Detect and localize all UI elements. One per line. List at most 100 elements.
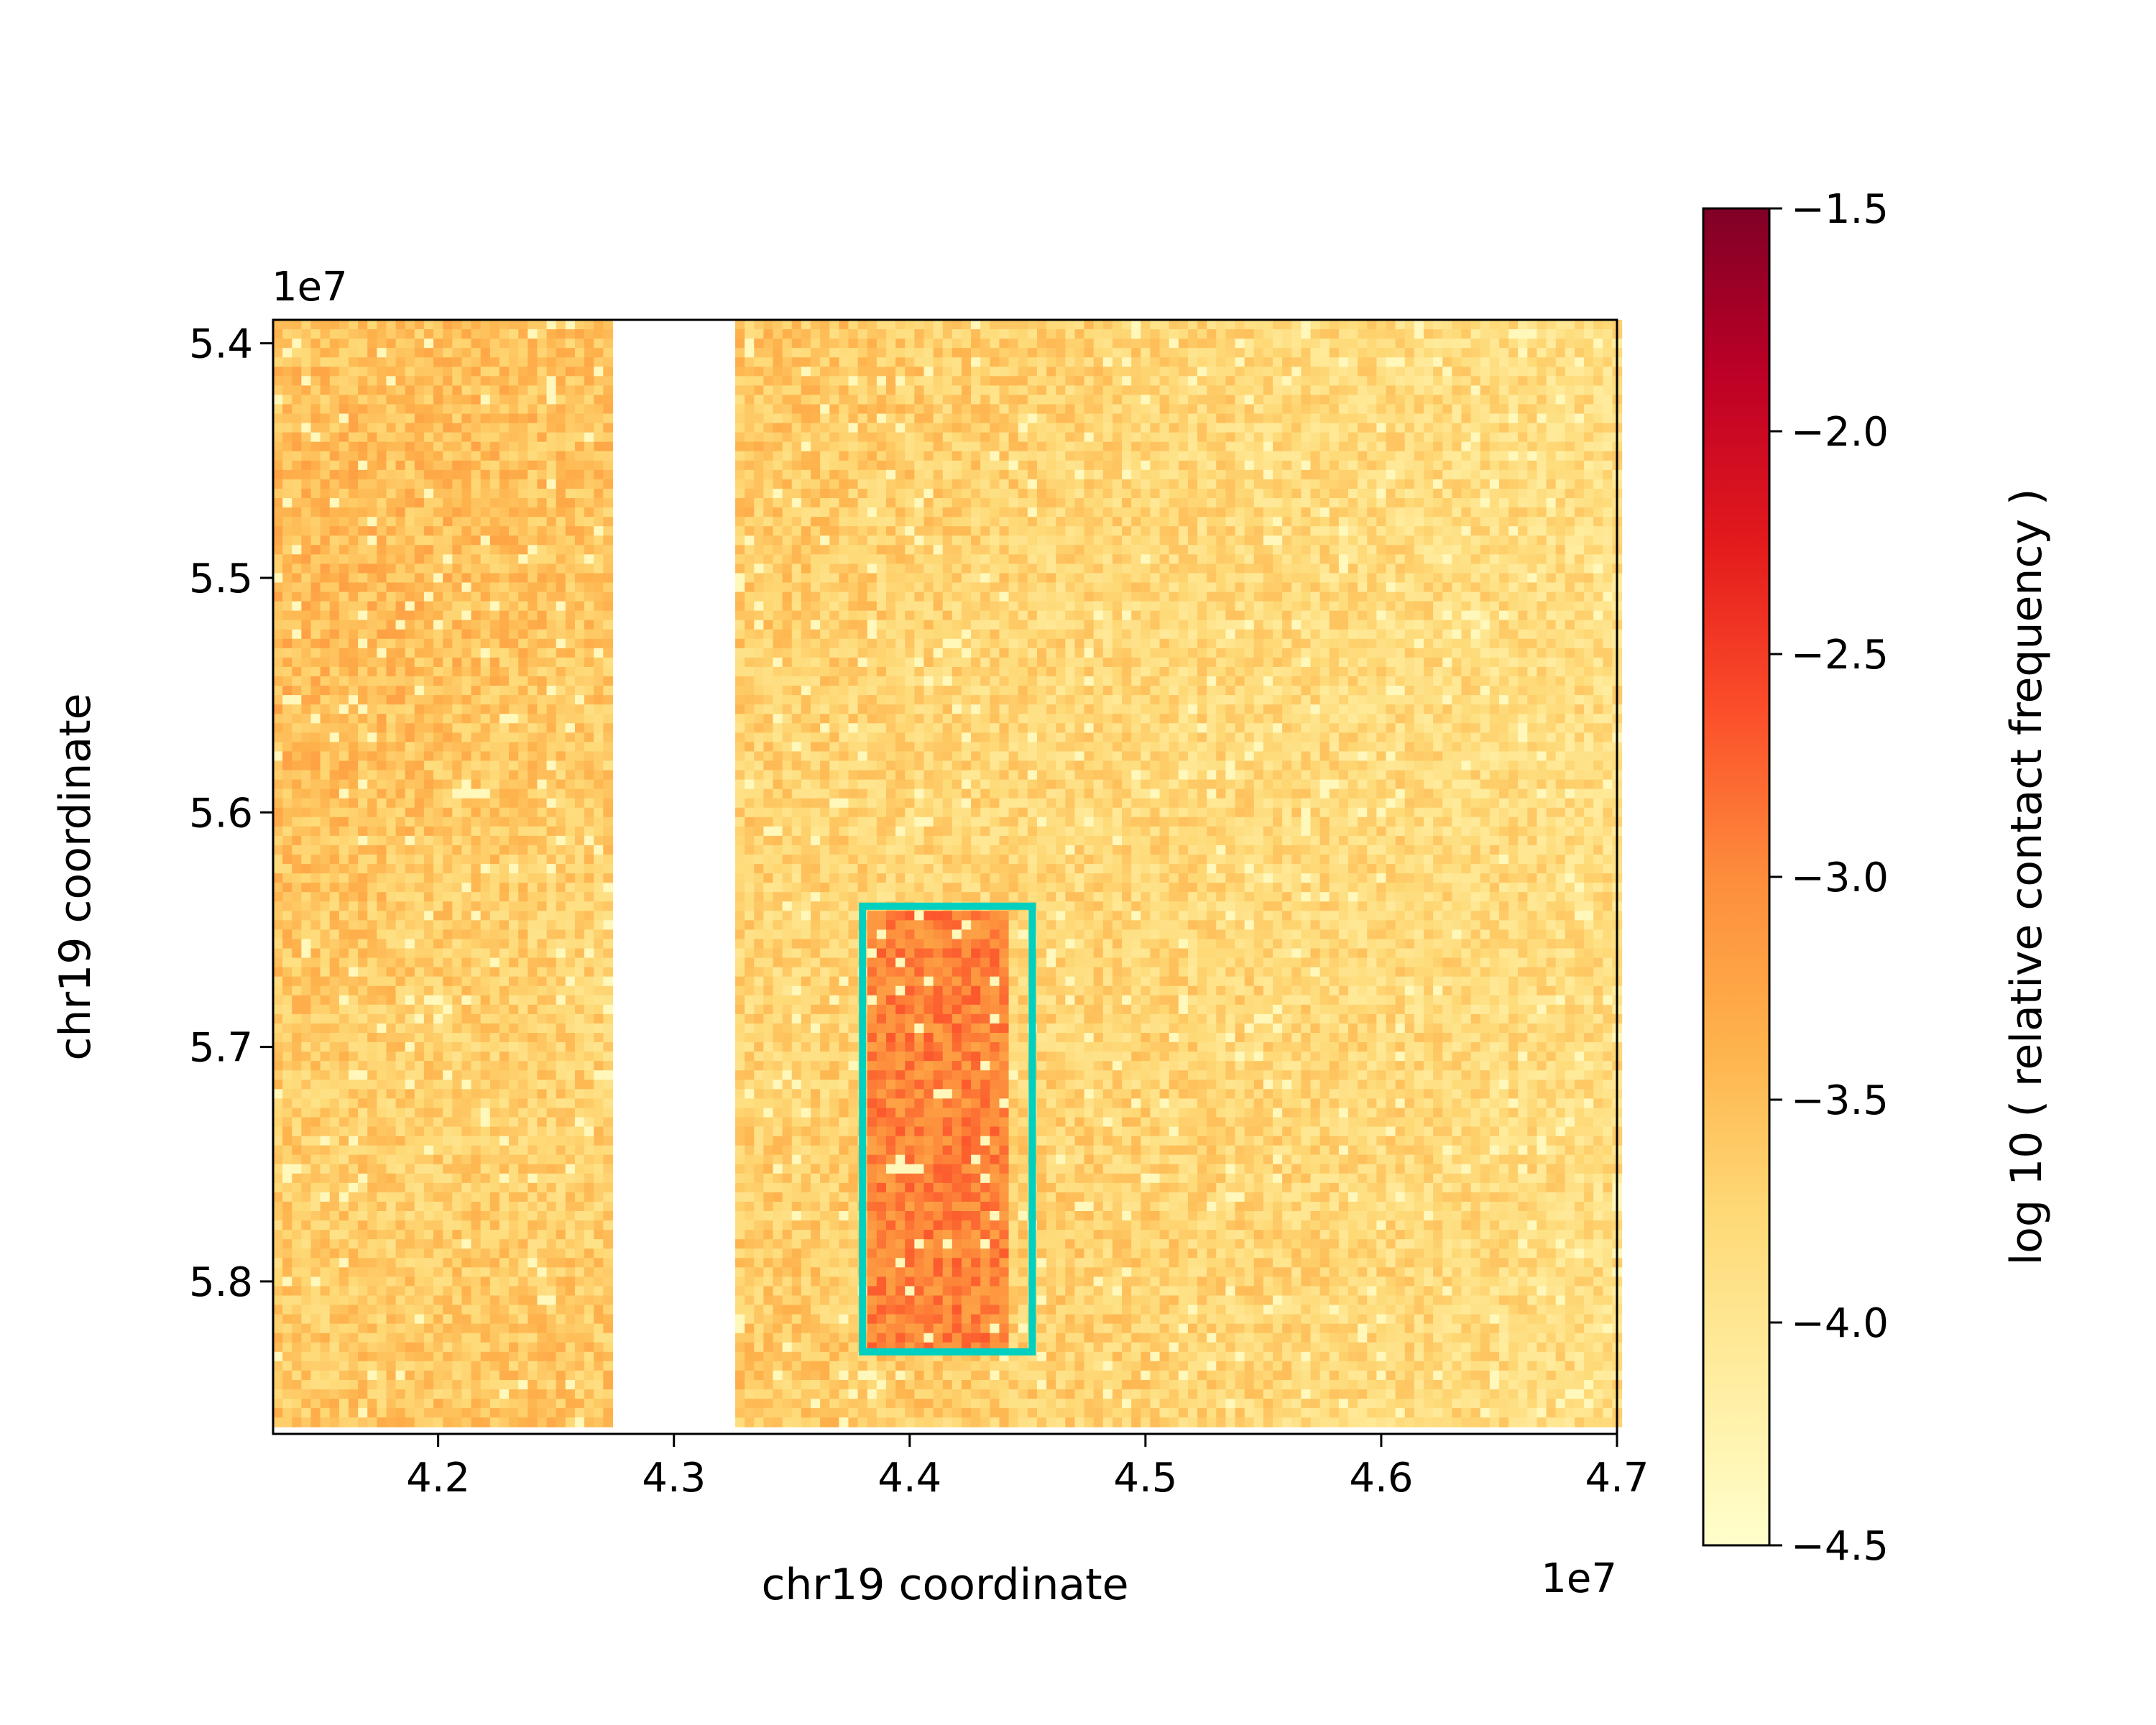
- heatmap-cell: [867, 564, 877, 574]
- heatmap-cell: [301, 526, 312, 536]
- heatmap-cell: [489, 385, 500, 396]
- heatmap-cell: [594, 413, 604, 424]
- heatmap-cell: [1498, 432, 1509, 443]
- heatmap-cell: [1404, 423, 1415, 433]
- heatmap-cell: [782, 610, 793, 621]
- heatmap-cell: [1518, 601, 1528, 612]
- heatmap-cell: [471, 488, 482, 499]
- heatmap-cell: [735, 507, 745, 518]
- heatmap-cell: [1112, 638, 1123, 649]
- heatmap-cell: [961, 441, 972, 452]
- heatmap-cell: [1056, 339, 1066, 349]
- heatmap-cell: [405, 329, 415, 339]
- heatmap-cell: [1593, 395, 1603, 405]
- heatmap-cell: [839, 582, 849, 593]
- heatmap-cell: [1027, 517, 1038, 527]
- heatmap-cell: [301, 329, 312, 339]
- heatmap-cell: [1056, 564, 1066, 574]
- heatmap-cell: [735, 423, 745, 433]
- heatmap-cell: [556, 545, 566, 555]
- heatmap-cell: [603, 564, 614, 574]
- heatmap-cell: [1348, 441, 1358, 452]
- heatmap-cell: [763, 432, 774, 443]
- heatmap-cell: [801, 460, 811, 471]
- heatmap-cell: [499, 676, 510, 686]
- heatmap-cell: [1508, 657, 1519, 668]
- heatmap-cell: [971, 554, 981, 564]
- heatmap-cell: [386, 367, 397, 377]
- heatmap-cell: [594, 676, 604, 686]
- heatmap-cell: [1546, 339, 1557, 349]
- heatmap-cell: [867, 676, 877, 686]
- heatmap-cell: [405, 582, 415, 593]
- heatmap-cell: [1593, 666, 1603, 677]
- heatmap-cell: [1537, 498, 1547, 508]
- heatmap-cell: [905, 676, 915, 686]
- heatmap-cell: [1244, 666, 1255, 677]
- heatmap-cell: [1498, 573, 1509, 584]
- heatmap-cell: [1093, 629, 1104, 640]
- heatmap-cell: [1197, 460, 1207, 471]
- heatmap-cell: [952, 423, 962, 433]
- heatmap-cell: [1008, 592, 1019, 602]
- heatmap-cell: [1574, 357, 1585, 367]
- heatmap-cell: [1489, 479, 1500, 489]
- heatmap-cell: [1433, 488, 1443, 499]
- heatmap-cell: [377, 469, 387, 480]
- heatmap-cell: [971, 610, 981, 621]
- heatmap-cell: [895, 620, 906, 630]
- heatmap-cell: [876, 638, 887, 649]
- heatmap-cell: [1122, 545, 1132, 555]
- heatmap-cell: [1461, 554, 1472, 564]
- heatmap-cell: [1074, 469, 1085, 480]
- heatmap-cell: [443, 395, 453, 405]
- heatmap-cell: [310, 451, 321, 461]
- heatmap-cell: [273, 488, 283, 499]
- heatmap-cell: [273, 348, 283, 358]
- heatmap-cell: [443, 526, 453, 536]
- heatmap-cell: [528, 573, 538, 584]
- heatmap-cell: [1018, 395, 1028, 405]
- heatmap-cell: [1489, 535, 1500, 546]
- heatmap-cell: [1216, 469, 1226, 480]
- heatmap-cell: [461, 329, 472, 339]
- heatmap-cell: [1207, 488, 1217, 499]
- heatmap-cell: [1301, 517, 1312, 527]
- heatmap-cell: [1470, 629, 1481, 640]
- heatmap-cell: [1603, 620, 1613, 630]
- heatmap-cell: [1159, 629, 1170, 640]
- heatmap-cell: [1036, 610, 1047, 621]
- heatmap-cell: [961, 657, 972, 668]
- heatmap-cell: [1386, 648, 1396, 658]
- heatmap-cell: [301, 348, 312, 358]
- heatmap-cell: [1008, 451, 1019, 461]
- heatmap-cell: [1036, 320, 1047, 330]
- heatmap-cell: [1207, 648, 1217, 658]
- heatmap-cell: [1056, 666, 1066, 677]
- heatmap-cell: [1470, 432, 1481, 443]
- heatmap-cell: [1367, 666, 1377, 677]
- heatmap-cell: [1508, 573, 1519, 584]
- heatmap-cell: [1027, 395, 1038, 405]
- heatmap-cell: [1216, 545, 1226, 555]
- heatmap-cell: [377, 432, 387, 443]
- heatmap-cell: [509, 629, 519, 640]
- heatmap-cell: [1112, 329, 1123, 339]
- heatmap-cell: [338, 657, 349, 668]
- heatmap-cell: [876, 507, 887, 518]
- heatmap-cell: [452, 554, 463, 564]
- heatmap-cell: [791, 479, 802, 489]
- heatmap-cell: [914, 564, 925, 574]
- heatmap-cell: [1093, 657, 1104, 668]
- heatmap-cell: [433, 545, 443, 555]
- heatmap-cell: [1018, 601, 1028, 612]
- heatmap-cell: [1187, 507, 1198, 518]
- heatmap-cell: [1150, 629, 1161, 640]
- heatmap-cell: [1319, 479, 1330, 489]
- heatmap-cell: [1319, 517, 1330, 527]
- heatmap-cell: [1301, 413, 1312, 424]
- heatmap-cell: [1546, 507, 1557, 518]
- heatmap-cell: [273, 367, 283, 377]
- heatmap-cell: [1301, 479, 1312, 489]
- heatmap-cell: [1527, 498, 1538, 508]
